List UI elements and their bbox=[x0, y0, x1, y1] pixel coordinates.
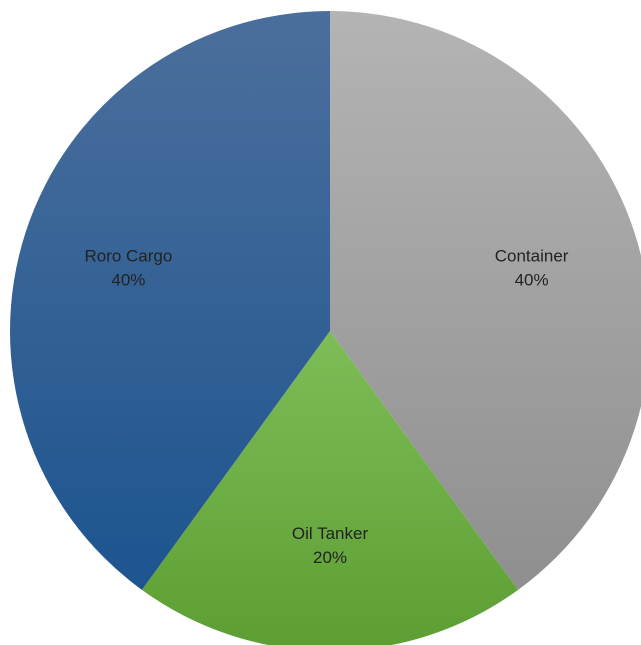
slice-percent-label: 40% bbox=[111, 270, 145, 289]
pie-labels: Container 40% Oil Tanker 20% Roro Cargo 40% bbox=[84, 246, 568, 567]
pie-slices bbox=[9, 10, 641, 645]
slice-oil-tanker bbox=[141, 331, 519, 645]
slice-percent-label: 20% bbox=[313, 548, 347, 567]
data-label-roro-cargo: Roro Cargo 40% bbox=[84, 246, 172, 289]
slice-container bbox=[330, 11, 641, 590]
slice-percent-label: 40% bbox=[515, 270, 549, 289]
slice-roro-cargo bbox=[9, 10, 330, 590]
slice-category-label: Container bbox=[495, 246, 569, 265]
data-label-oil-tanker: Oil Tanker 20% bbox=[292, 524, 369, 567]
slice-category-label: Oil Tanker bbox=[292, 524, 369, 543]
slice-category-label: Roro Cargo bbox=[84, 246, 172, 265]
data-label-container: Container 40% bbox=[495, 246, 569, 289]
